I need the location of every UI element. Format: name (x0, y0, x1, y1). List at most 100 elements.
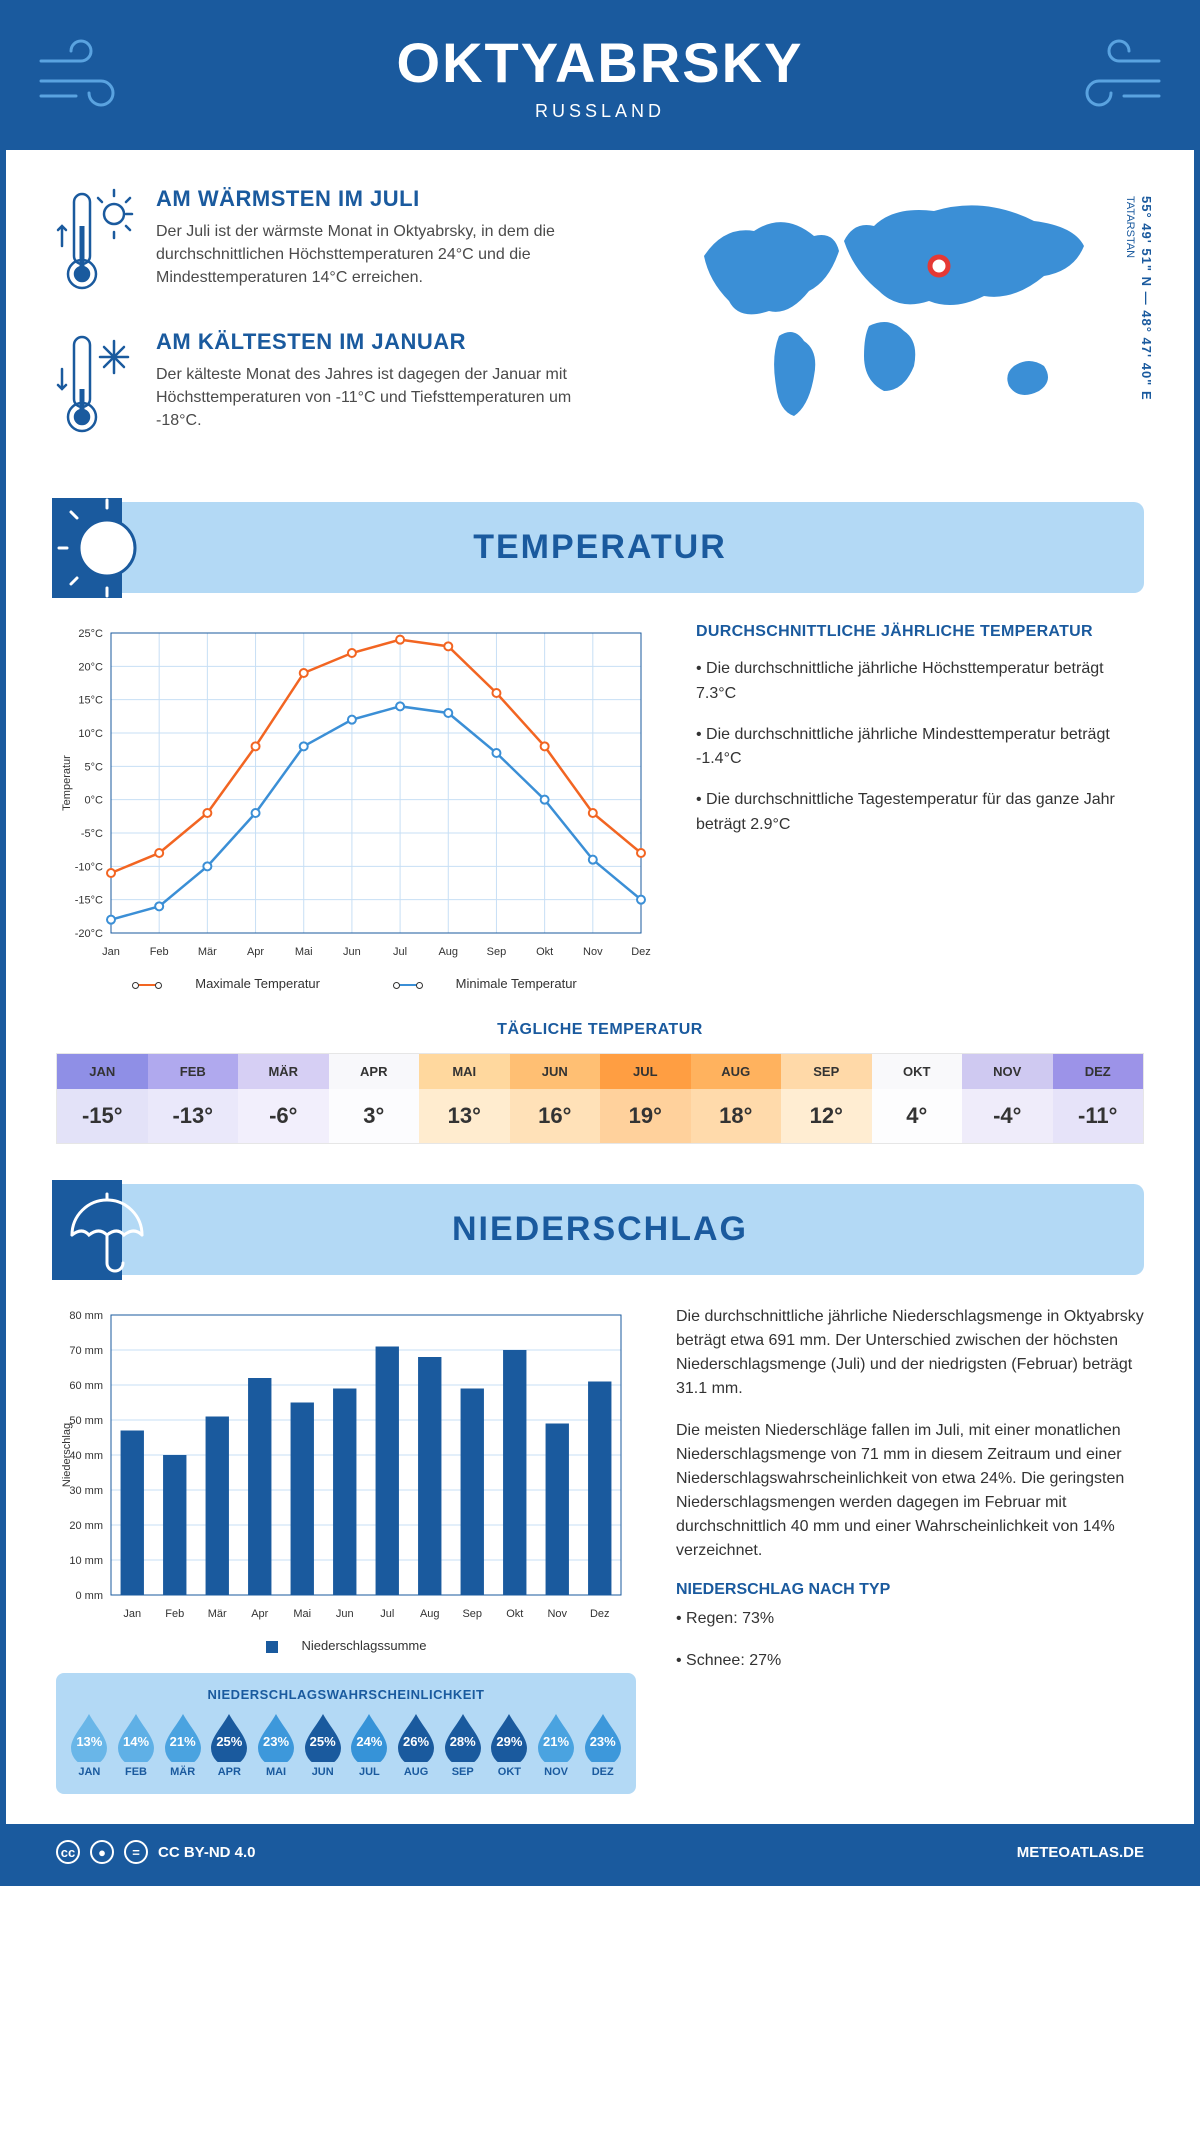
infographic-frame: OKTYABRSKY RUSSLAND AM WÄRMSTEN IM JULI … (0, 0, 1200, 1886)
svg-text:Jan: Jan (123, 1608, 141, 1620)
drop-cell: 28%SEP (439, 1712, 486, 1778)
drop-cell: 25%APR (206, 1712, 253, 1778)
drop-cell: 25%JUN (299, 1712, 346, 1778)
umbrella-icon (52, 1180, 162, 1285)
svg-text:Okt: Okt (536, 946, 553, 958)
svg-text:Okt: Okt (506, 1608, 523, 1620)
prob-title: NIEDERSCHLAGSWAHRSCHEINLICHKEIT (66, 1687, 626, 1702)
temp-cell: APR 3° (329, 1054, 420, 1143)
temp-cell: OKT 4° (872, 1054, 963, 1143)
temp-info-bullet: • Die durchschnittliche jährliche Mindes… (696, 723, 1144, 773)
wind-icon (36, 36, 146, 121)
svg-text:5°C: 5°C (85, 761, 104, 773)
coldest-fact: AM KÄLTESTEN IM JANUAR Der kälteste Mona… (56, 329, 605, 444)
svg-text:Aug: Aug (438, 946, 458, 958)
thermometer-snow-icon (56, 329, 136, 444)
world-map: 55° 49' 51" N — 48° 47' 40" E TATARSTAN (645, 186, 1144, 472)
svg-text:70 mm: 70 mm (69, 1345, 103, 1357)
precip-text: Die meisten Niederschläge fallen im Juli… (676, 1419, 1144, 1563)
cc-icon: cc (56, 1840, 80, 1864)
svg-text:15°C: 15°C (78, 695, 103, 707)
precipitation-banner: NIEDERSCHLAG (56, 1184, 1144, 1275)
temp-info-bullet: • Die durchschnittliche Tagestemperatur … (696, 788, 1144, 838)
svg-text:80 mm: 80 mm (69, 1310, 103, 1322)
svg-text:20 mm: 20 mm (69, 1520, 103, 1532)
warmest-text: Der Juli ist der wärmste Monat in Oktyab… (156, 220, 605, 290)
drop-cell: 29%OKT (486, 1712, 533, 1778)
temp-cell: FEB -13° (148, 1054, 239, 1143)
svg-text:Feb: Feb (165, 1608, 184, 1620)
precip-heading: NIEDERSCHLAG (56, 1210, 1144, 1249)
temp-cell: SEP 12° (781, 1054, 872, 1143)
svg-text:30 mm: 30 mm (69, 1485, 103, 1497)
temperature-line-chart: -20°C-15°C-10°C-5°C0°C5°C10°C15°C20°C25°… (56, 623, 656, 963)
drop-cell: 21%MÄR (159, 1712, 206, 1778)
temp-cell: NOV -4° (962, 1054, 1053, 1143)
daily-temp-title: TÄGLICHE TEMPERATUR (56, 1021, 1144, 1039)
svg-text:Dez: Dez (590, 1608, 610, 1620)
temperature-banner: TEMPERATUR (56, 502, 1144, 593)
precip-legend-label: Niederschlagssumme (302, 1638, 427, 1653)
temp-cell: JUL 19° (600, 1054, 691, 1143)
precip-type-item: • Schnee: 27% (676, 1649, 1144, 1673)
svg-text:Jun: Jun (336, 1608, 354, 1620)
svg-text:Dez: Dez (631, 946, 651, 958)
temp-info-bullet: • Die durchschnittliche jährliche Höchst… (696, 657, 1144, 707)
drop-cell: 21%NOV (533, 1712, 580, 1778)
nd-icon: = (124, 1840, 148, 1864)
daily-temp-table: JAN -15°FEB -13°MÄR -6°APR 3°MAI 13°JUN … (56, 1053, 1144, 1144)
temp-cell: JAN -15° (57, 1054, 148, 1143)
coordinates: 55° 49' 51" N — 48° 47' 40" E (1139, 196, 1154, 401)
temp-cell: AUG 18° (691, 1054, 782, 1143)
svg-text:-10°C: -10°C (75, 861, 103, 873)
temp-info-heading: DURCHSCHNITTLICHE JÄHRLICHE TEMPERATUR (696, 623, 1144, 641)
temp-cell: DEZ -11° (1053, 1054, 1144, 1143)
svg-text:Aug: Aug (420, 1608, 440, 1620)
svg-text:Apr: Apr (247, 946, 264, 958)
drop-cell: 14%FEB (113, 1712, 160, 1778)
precip-type-item: • Regen: 73% (676, 1607, 1144, 1631)
svg-text:Mär: Mär (198, 946, 217, 958)
svg-text:Feb: Feb (150, 946, 169, 958)
svg-text:Sep: Sep (462, 1608, 482, 1620)
page-title: OKTYABRSKY (6, 30, 1194, 95)
svg-text:Apr: Apr (251, 1608, 268, 1620)
temp-heading: TEMPERATUR (56, 528, 1144, 567)
precipitation-bar-chart: 0 mm10 mm20 mm30 mm40 mm50 mm60 mm70 mm8… (56, 1305, 636, 1625)
footer: cc ● = CC BY-ND 4.0 METEOATLAS.DE (6, 1824, 1194, 1880)
svg-text:20°C: 20°C (78, 661, 103, 673)
svg-text:25°C: 25°C (78, 628, 103, 640)
drop-cell: 24%JUL (346, 1712, 393, 1778)
coldest-title: AM KÄLTESTEN IM JANUAR (156, 329, 605, 355)
drop-cell: 23%MAI (253, 1712, 300, 1778)
svg-text:Jul: Jul (380, 1608, 394, 1620)
svg-text:40 mm: 40 mm (69, 1450, 103, 1462)
svg-text:Mai: Mai (295, 946, 313, 958)
svg-text:0 mm: 0 mm (76, 1590, 104, 1602)
svg-text:Niederschlag: Niederschlag (61, 1423, 73, 1487)
legend-max-label: Maximale Temperatur (195, 976, 320, 991)
svg-text:Mai: Mai (293, 1608, 311, 1620)
thermometer-sun-icon (56, 186, 136, 301)
drop-cell: 26%AUG (393, 1712, 440, 1778)
temp-cell: MÄR -6° (238, 1054, 329, 1143)
precip-legend: Niederschlagssumme (56, 1638, 636, 1653)
license-text: CC BY-ND 4.0 (158, 1844, 256, 1861)
svg-text:Sep: Sep (487, 946, 507, 958)
warmest-title: AM WÄRMSTEN IM JULI (156, 186, 605, 212)
temp-cell: JUN 16° (510, 1054, 601, 1143)
precip-type-heading: NIEDERSCHLAG NACH TYP (676, 1581, 1144, 1599)
svg-text:Nov: Nov (583, 946, 603, 958)
svg-text:Mär: Mär (208, 1608, 227, 1620)
svg-text:-5°C: -5°C (81, 828, 103, 840)
temp-legend: Maximale Temperatur Minimale Temperatur (56, 976, 656, 991)
svg-text:-20°C: -20°C (75, 928, 103, 940)
probability-panel: NIEDERSCHLAGSWAHRSCHEINLICHKEIT 13%JAN14… (56, 1673, 636, 1794)
legend-min-label: Minimale Temperatur (456, 976, 577, 991)
drop-cell: 13%JAN (66, 1712, 113, 1778)
subtitle: RUSSLAND (6, 101, 1194, 122)
drop-cell: 23%DEZ (579, 1712, 626, 1778)
temp-cell: MAI 13° (419, 1054, 510, 1143)
header: OKTYABRSKY RUSSLAND (6, 6, 1194, 150)
svg-text:60 mm: 60 mm (69, 1380, 103, 1392)
